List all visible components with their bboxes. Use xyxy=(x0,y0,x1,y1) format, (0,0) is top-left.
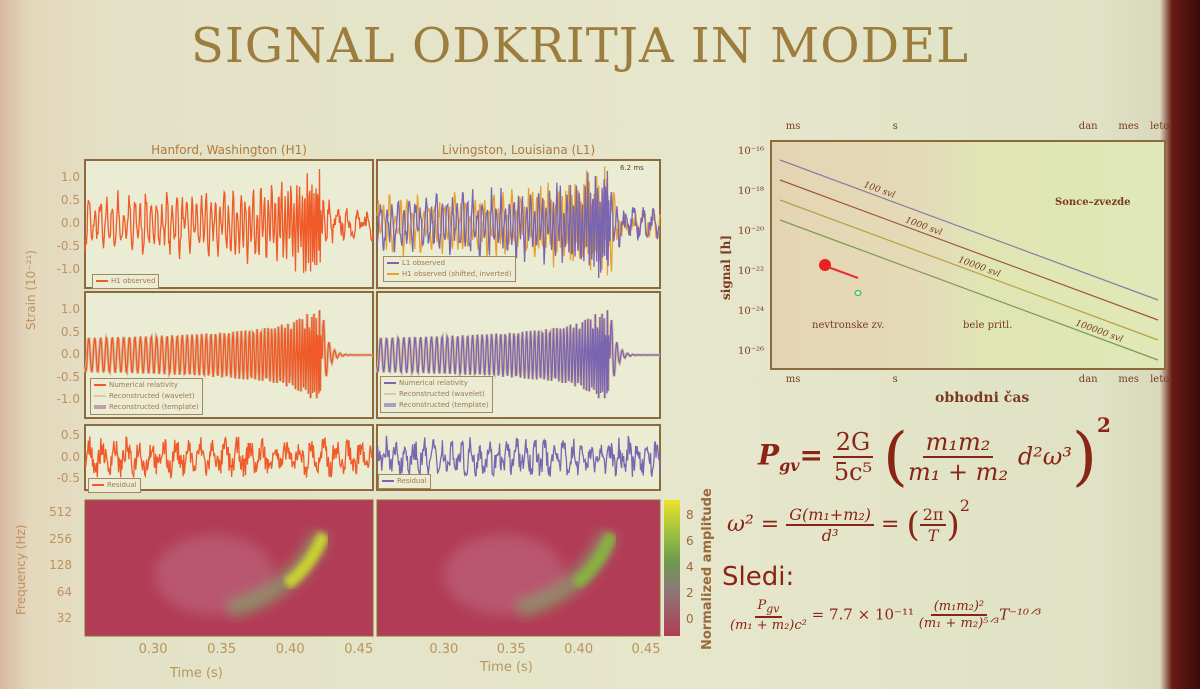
red-source-marker xyxy=(819,259,831,271)
slide-title: SIGNAL ODKRITJA IN MODEL xyxy=(190,18,970,74)
region-neutron-stars: nevtronske zv. xyxy=(812,320,885,331)
strain-tick: -1.0 xyxy=(56,261,80,276)
strain-tick: -0.5 xyxy=(56,369,80,384)
region-white-dwarfs: bele pritl. xyxy=(963,320,1013,331)
gw-bottom-tick: leto xyxy=(1150,374,1170,385)
gw-y-tick: 10⁻²² xyxy=(738,266,765,277)
omega-equation: ω² = G(m₁+m₂) d³ = (2π T)2 xyxy=(727,495,970,545)
legend-l1-observed: L1 observed H1 observed (shifted, inverte… xyxy=(383,256,516,282)
legend-h1-residual: Residual xyxy=(88,478,141,493)
gw-xlabel: obhodni čas xyxy=(935,390,1030,406)
gw-top-tick: mes xyxy=(1118,121,1139,132)
gw-top-tick: ms xyxy=(785,121,801,132)
red-source-arrow xyxy=(827,266,859,279)
time-offset-annotation: 6.2 ms xyxy=(620,164,644,172)
frequency-tick: 128 xyxy=(49,558,72,572)
legend-h1-reconstructed: Numerical relativity Reconstructed (wavel… xyxy=(90,378,203,415)
gw-y-tick: 10⁻¹⁸ xyxy=(738,186,765,197)
chirp-track xyxy=(282,531,330,590)
waveform-line xyxy=(84,168,374,273)
waveform-line xyxy=(84,435,374,479)
time-tick: 0.35 xyxy=(207,642,237,657)
gw-y-tick: 10⁻²⁴ xyxy=(738,306,765,317)
waveform-line xyxy=(84,310,373,399)
gw-signal-chart xyxy=(770,140,1166,370)
time-tick: 0.40 xyxy=(275,642,305,657)
gw-top-tick: dan xyxy=(1078,121,1098,132)
region-sun-stars: Sonce–zvezde xyxy=(1055,197,1131,208)
time-tick: 0.40 xyxy=(564,642,594,657)
gw-bottom-tick: mes xyxy=(1118,374,1139,385)
gw-top-tick: s xyxy=(892,121,898,132)
colorbar xyxy=(664,500,680,636)
chirp-track xyxy=(571,531,618,590)
time-tick: 0.45 xyxy=(631,642,661,657)
waveform-line xyxy=(376,310,660,399)
spectrogram-haze xyxy=(154,534,275,615)
strain-tick: 1.0 xyxy=(60,302,80,316)
sensitivity-line-label: 1000 svl xyxy=(904,216,944,239)
legend-l1-reconstructed: Numerical relativity Reconstructed (wavel… xyxy=(380,376,493,413)
residual-tick: -0.5 xyxy=(56,471,80,486)
gw-y-tick: 10⁻²⁶ xyxy=(738,346,765,357)
legend-h1-observed: H1 observed xyxy=(92,274,160,289)
strain-tick: 0.0 xyxy=(60,216,80,230)
power-equation: Pgv= 2G 5c⁵ (m₁m₂ m₁ + m₂ d²ω³)2 xyxy=(758,413,1111,494)
frequency-tick: 64 xyxy=(56,584,72,599)
gw-ylabel: signal [h] xyxy=(719,234,733,300)
sensitivity-line xyxy=(779,159,1159,301)
time-axis-label-l1: Time (s) xyxy=(480,660,533,675)
h1-title: Hanford, Washington (H1) xyxy=(151,143,307,157)
time-tick: 0.35 xyxy=(496,642,526,657)
colorbar-label: Normalized amplitude xyxy=(700,488,715,650)
frequency-tick: 32 xyxy=(56,611,72,625)
sensitivity-line xyxy=(779,179,1159,321)
sensitivity-line xyxy=(779,199,1159,341)
residual-tick: 0.5 xyxy=(60,427,80,442)
gw-bottom-tick: ms xyxy=(785,374,801,385)
spectrogram-core xyxy=(571,531,618,590)
sledi-label: Sledi: xyxy=(722,562,795,592)
result-equation: Pgv (m₁ + m₂)c² = 7.7 × 10⁻¹¹ (m₁m₂)² (m₁ … xyxy=(730,598,1042,633)
waveform-line xyxy=(376,435,661,479)
green-source-marker xyxy=(854,289,862,297)
legend-l1-residual: Residual xyxy=(378,474,431,489)
gw-y-tick: 10⁻²⁰ xyxy=(738,226,765,237)
strain-tick: 0.0 xyxy=(60,347,80,361)
sensitivity-line xyxy=(779,219,1159,361)
l1-title: Livingston, Louisiana (L1) xyxy=(441,143,596,157)
spectrogram-haze xyxy=(444,534,565,615)
time-tick: 0.30 xyxy=(429,642,459,657)
strain-tick: 0.5 xyxy=(60,193,80,208)
gw-y-tick: 10⁻¹⁶ xyxy=(738,146,765,157)
gw-bottom-tick: s xyxy=(892,374,898,385)
strain-tick: -1.0 xyxy=(56,392,80,406)
colorbar-tick: 6 xyxy=(686,534,694,548)
frequency-tick: 256 xyxy=(49,531,72,546)
time-axis-label-h1: Time (s) xyxy=(170,666,223,681)
waveform-line xyxy=(376,170,661,279)
strain-tick: 0.5 xyxy=(60,324,80,339)
time-tick: 0.45 xyxy=(344,642,374,657)
gw-bottom-tick: dan xyxy=(1078,374,1098,385)
colorbar-tick: 4 xyxy=(686,560,694,574)
sensitivity-line-label: 100 svl xyxy=(862,180,896,201)
colorbar-tick: 8 xyxy=(686,508,694,522)
frequency-tick: 512 xyxy=(49,505,72,519)
colorbar-tick: 0 xyxy=(686,612,694,626)
spectrogram-core xyxy=(282,531,330,590)
gw-top-tick: leto xyxy=(1150,121,1170,132)
strain-tick: 1.0 xyxy=(60,170,80,185)
time-tick: 0.30 xyxy=(138,642,168,657)
strain-tick: -0.5 xyxy=(56,238,80,253)
residual-tick: 0.0 xyxy=(60,449,80,464)
colorbar-tick: 2 xyxy=(686,586,694,600)
